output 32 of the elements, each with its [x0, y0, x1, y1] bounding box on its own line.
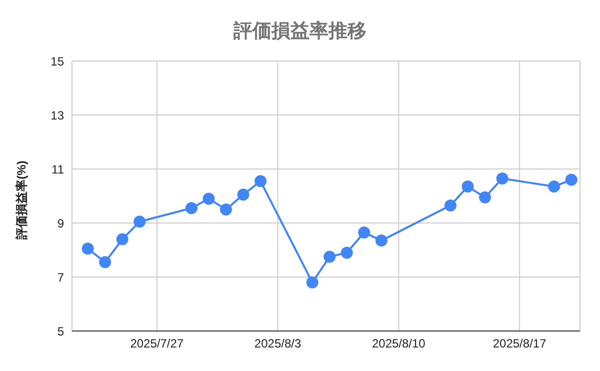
point — [479, 191, 492, 204]
point — [254, 175, 267, 188]
point — [565, 174, 578, 186]
point — [134, 216, 146, 228]
point — [220, 204, 232, 216]
point — [462, 180, 474, 193]
y-tick-label: 15 — [50, 54, 64, 68]
point — [99, 256, 112, 268]
y-tick-label: 5 — [57, 324, 64, 338]
x-tick-label: 2025/8/17 — [492, 336, 547, 351]
point — [340, 246, 353, 259]
point — [496, 172, 508, 184]
y-tick-label: 7 — [57, 270, 64, 284]
x-tick-label: 2025/7/27 — [130, 336, 184, 351]
point — [358, 226, 370, 238]
point — [82, 242, 94, 255]
y-tick-label: 13 — [50, 108, 64, 122]
y-tick-label: 9 — [57, 216, 64, 230]
chart-title: 評価損益率推移 — [232, 20, 368, 44]
point — [202, 192, 215, 205]
x-tick-label: 2025/8/3 — [254, 336, 302, 351]
point — [237, 188, 250, 201]
point — [444, 199, 456, 212]
y-axis-title: 評価損益率(%) — [14, 160, 30, 240]
point — [548, 180, 560, 193]
point — [185, 202, 198, 214]
point — [116, 233, 128, 246]
point — [324, 250, 336, 263]
point — [375, 234, 388, 247]
y-tick-label: 11 — [52, 162, 64, 176]
point — [306, 276, 318, 288]
x-tick-label: 2025/8/10 — [372, 336, 426, 351]
